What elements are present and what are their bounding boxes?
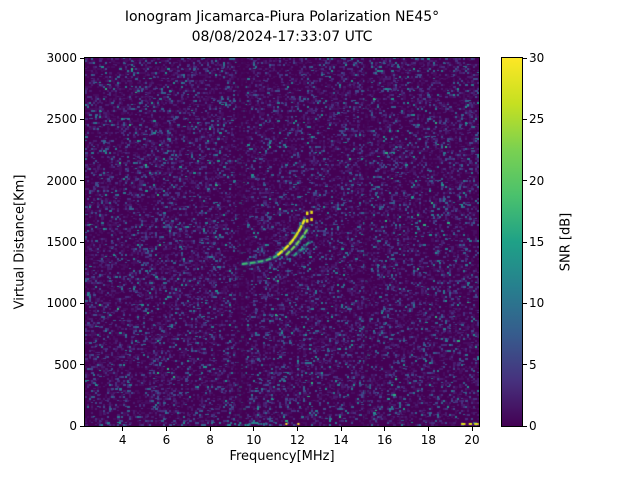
x-tick-label: 20	[464, 433, 480, 447]
x-tick-label: 14	[333, 433, 349, 447]
x-tick-label: 8	[206, 433, 214, 447]
x-tick-label: 6	[162, 433, 171, 447]
y-tick-mark	[80, 180, 84, 182]
colorbar-label: SNR [dB]	[558, 212, 574, 272]
x-tick-mark	[471, 427, 473, 431]
colorbar-tick-mark	[523, 425, 527, 427]
plot-axes-border	[84, 57, 480, 427]
y-tick-mark	[80, 57, 84, 59]
x-tick-mark	[253, 427, 255, 431]
y-tick-label: 2500	[46, 112, 77, 127]
colorbar-tick-mark	[523, 241, 527, 243]
colorbar-tick-mark	[523, 57, 527, 59]
y-tick-label: 2000	[46, 173, 77, 188]
colorbar-gradient	[502, 58, 522, 426]
colorbar-tick-label: 10	[529, 296, 545, 311]
x-tick-mark	[427, 427, 429, 431]
y-tick-mark	[80, 302, 84, 304]
y-tick-label: 1500	[46, 235, 77, 249]
y-tick-label: 3000	[46, 51, 77, 65]
x-tick-label: 16	[377, 433, 393, 447]
chart-subtitle: 08/08/2024-17:33:07 UTC	[191, 29, 373, 45]
title-block: Ionogram Jicamarca-Piura Polarization NE…	[85, 7, 479, 47]
y-tick-mark	[80, 118, 84, 120]
colorbar-tick-label: 30	[529, 51, 545, 65]
colorbar-tick-mark	[523, 302, 527, 304]
y-tick-mark	[80, 241, 84, 243]
colorbar-tick-label: 0	[529, 419, 537, 433]
x-tick-mark	[165, 427, 167, 431]
colorbar-tick-label: 5	[529, 357, 537, 372]
y-tick-mark	[80, 425, 84, 427]
x-tick-mark	[340, 427, 342, 431]
y-axis-label: Virtual Distance[Km]	[12, 174, 28, 310]
colorbar-tick-mark	[523, 180, 527, 182]
y-tick-mark	[80, 364, 84, 366]
colorbar-tick-label: 20	[529, 173, 545, 188]
colorbar-tick-label: 25	[529, 112, 545, 127]
x-tick-mark	[209, 427, 211, 431]
y-tick-label: 0	[69, 419, 77, 433]
x-tick-mark	[122, 427, 124, 431]
colorbar-tick-mark	[523, 118, 527, 120]
y-tick-label: 500	[54, 357, 77, 372]
colorbar-border	[501, 57, 523, 427]
x-axis-label: Frequency[MHz]	[229, 449, 335, 464]
colorbar-tick-mark	[523, 364, 527, 366]
chart-title: Ionogram Jicamarca-Piura Polarization NE…	[124, 9, 440, 25]
y-tick-label: 1000	[46, 296, 77, 311]
x-tick-label: 12	[289, 433, 306, 447]
colorbar-tick-label: 15	[529, 235, 545, 249]
x-tick-label: 10	[246, 433, 262, 447]
x-tick-label: 4	[118, 433, 127, 447]
x-tick-label: 18	[420, 433, 436, 447]
x-tick-mark	[384, 427, 386, 431]
ionogram-heatmap	[85, 58, 479, 426]
x-tick-mark	[296, 427, 298, 431]
